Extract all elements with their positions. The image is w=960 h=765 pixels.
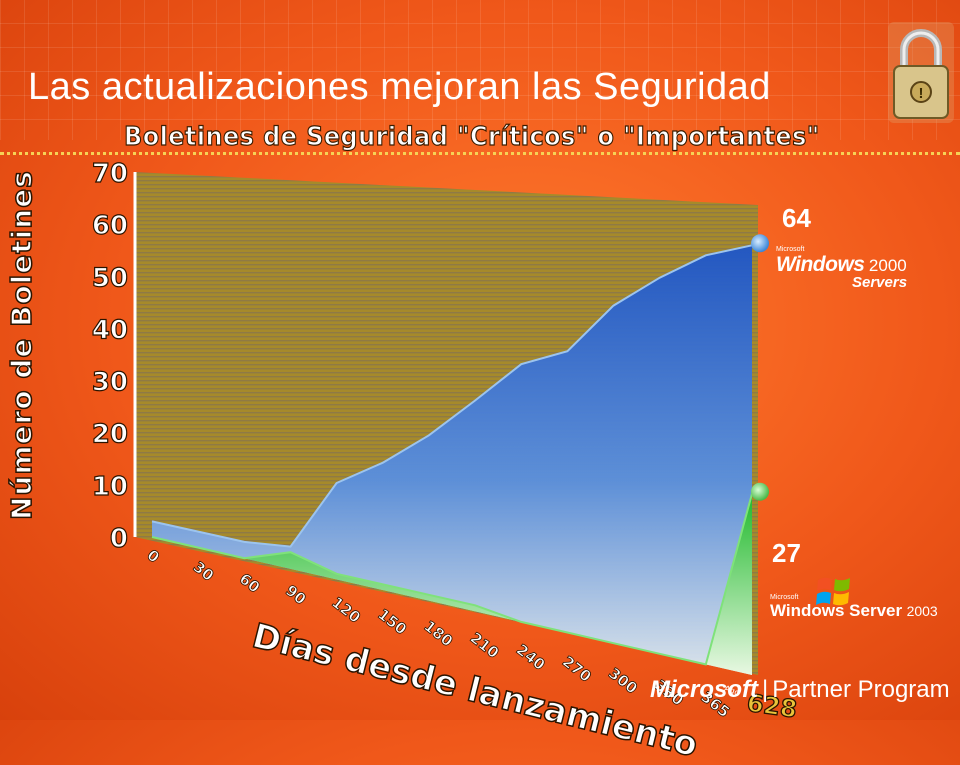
y-tick-label: 60 <box>92 211 128 241</box>
area-chart: 0 10 20 30 40 50 60 70 0 30 60 90 120 150 180 210 240 27… <box>91 158 799 720</box>
windows-flag-icon <box>816 577 850 606</box>
microsoft-partner-logo: Microsoft | Partner Program <box>650 676 950 703</box>
x-tick-label: 120 <box>328 593 364 626</box>
y-tick-label: 40 <box>92 315 128 345</box>
x-tick-label: 270 <box>559 652 595 685</box>
y-tick-label: 20 <box>92 420 128 450</box>
y-tick-label: 0 <box>110 524 128 554</box>
x-tick-label: 180 <box>420 617 456 650</box>
x-tick-label: 60 <box>236 570 264 597</box>
x-tick-label: 210 <box>467 629 503 662</box>
callout-value-bottom: 27 <box>772 538 801 568</box>
w2000-version: 2000 <box>868 256 907 275</box>
chart-title: Boletines de Seguridad "Críticos" o "Imp… <box>123 121 820 152</box>
x-tick-label: 90 <box>282 581 310 608</box>
y-tick-label: 30 <box>92 368 128 398</box>
w2000-name: Windows <box>776 253 865 276</box>
series-line-0 <box>151 244 753 548</box>
w2003-ms-label: Microsoft <box>770 594 799 601</box>
padlock-icon: ! <box>888 22 954 123</box>
w2003-name: Windows Server <box>770 601 903 620</box>
windows-2000-logo: Microsoft Windows 2000 Servers <box>776 246 907 291</box>
series-end-marker-0 <box>751 234 769 253</box>
slide-title: Las actualizaciones mejoran las Segurida… <box>28 66 771 108</box>
partner-ms-label: Microsoft <box>650 676 758 703</box>
x-tick-label: 30 <box>190 558 218 585</box>
w2000-ms-label: Microsoft <box>776 246 805 253</box>
w2003-version: 2003 <box>906 603 938 619</box>
series-line-1 <box>151 493 753 666</box>
series-end-marker-1 <box>751 482 769 501</box>
x-tick-label: 628 <box>745 689 799 720</box>
x-tick-label: 0 <box>144 546 163 567</box>
y-tick-label: 70 <box>92 159 128 189</box>
y-tick-label: 10 <box>92 472 128 502</box>
y-axis-label: Número de Boletines <box>4 169 39 520</box>
svg-text:!: ! <box>919 85 924 102</box>
x-tick-label: 150 <box>374 605 410 638</box>
callout-value-top: 64 <box>782 203 811 233</box>
dotted-divider <box>0 152 960 155</box>
x-tick-label: 300 <box>605 664 641 697</box>
partner-program-label: Partner Program <box>772 676 950 703</box>
x-tick-label: 240 <box>513 640 549 673</box>
windows-server-2003-logo: Microsoft Windows Server 2003 <box>770 577 938 621</box>
w2000-subtitle: Servers <box>852 274 908 291</box>
y-tick-label: 50 <box>92 263 128 293</box>
